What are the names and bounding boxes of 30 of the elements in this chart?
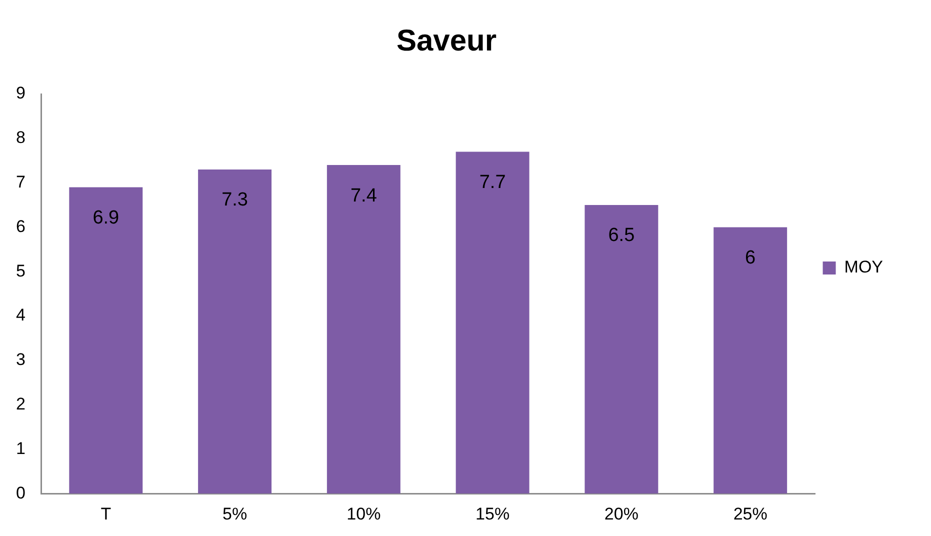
data-label: 7.3 xyxy=(222,190,248,211)
y-tick-label: 5 xyxy=(16,261,26,280)
data-label: 6.9 xyxy=(92,207,120,228)
y-tick-label: 7 xyxy=(16,172,26,192)
bar xyxy=(326,165,400,494)
x-tick-label: 20% xyxy=(604,504,638,524)
x-tick-label: 25% xyxy=(733,504,768,524)
y-tick-label: 2 xyxy=(16,394,26,414)
data-label: 6 xyxy=(745,247,756,268)
x-tick-label: 10% xyxy=(346,504,381,524)
bar xyxy=(584,205,658,494)
x-tick-label: T xyxy=(100,504,112,524)
y-tick-label: 8 xyxy=(16,128,26,148)
y-tick-label: 3 xyxy=(16,350,26,370)
data-label: 7.7 xyxy=(479,172,506,193)
x-tick-label: 5% xyxy=(222,504,248,524)
bar xyxy=(69,187,143,494)
legend-label: MOY xyxy=(844,258,884,277)
bar xyxy=(198,169,272,494)
chart-title: Saveur xyxy=(396,24,497,58)
y-tick-label: 4 xyxy=(16,306,26,325)
y-tick-label: 6 xyxy=(16,216,26,236)
y-tick-label: 9 xyxy=(16,84,26,103)
y-tick-label: 0 xyxy=(16,483,26,502)
x-tick-label: 15% xyxy=(476,504,510,524)
data-label: 6.5 xyxy=(608,225,635,246)
y-tick-label: 1 xyxy=(16,438,26,458)
bar xyxy=(456,152,530,494)
data-label: 7.4 xyxy=(350,185,378,206)
bar xyxy=(714,227,788,494)
